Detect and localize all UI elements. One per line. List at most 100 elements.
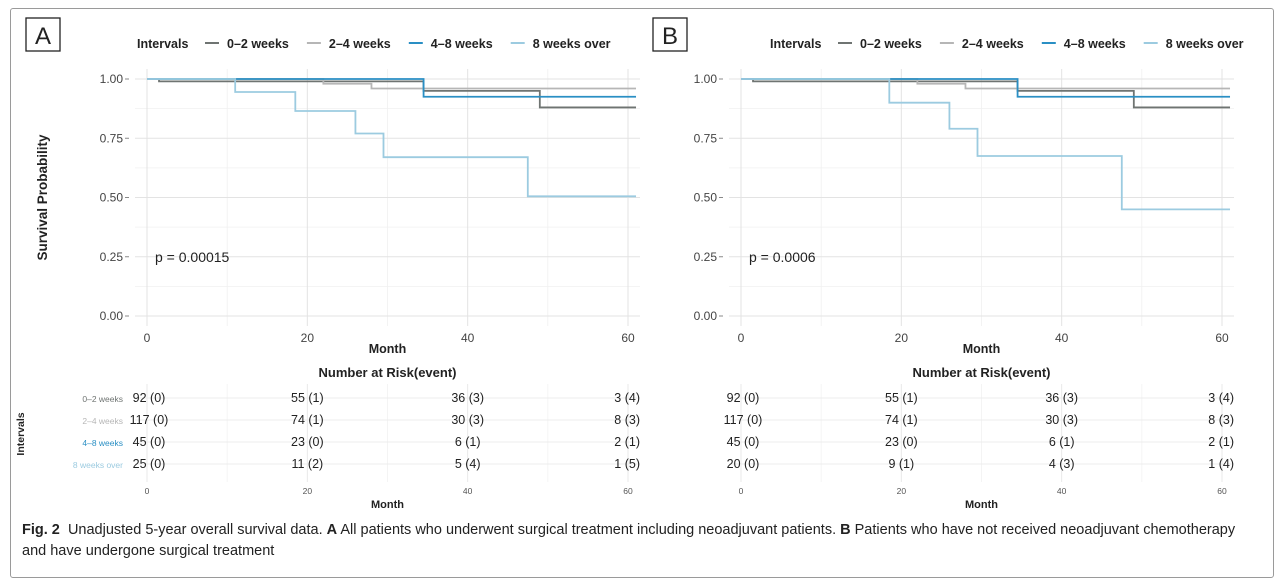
panel-b-risk-xtick-3: 60 bbox=[1217, 486, 1227, 496]
panel-b-risk-cell-3-1: 9 (1) bbox=[888, 457, 914, 471]
panel-b-risk-cell-1-3: 8 (3) bbox=[1208, 413, 1234, 427]
panel-b-ytick-2: 0.50 bbox=[694, 191, 718, 205]
panel-b-pvalue: p = 0.0006 bbox=[749, 249, 816, 265]
panel-b-risk-cell-3-3: 1 (4) bbox=[1208, 457, 1234, 471]
caption-a-text: All patients who underwent surgical trea… bbox=[340, 522, 837, 538]
figure-caption: Fig. 2 Unadjusted 5-year overall surviva… bbox=[22, 520, 1262, 562]
panel-b-risk-cell-0-1: 55 (1) bbox=[885, 391, 918, 405]
panel-a-risk-cell-3-0: 25 (0) bbox=[133, 457, 166, 471]
caption-intro: Unadjusted 5-year overall survival data. bbox=[67, 522, 323, 538]
panel-b-curve-3 bbox=[741, 78, 1231, 211]
panel-b-ytick-4: 1.00 bbox=[694, 72, 718, 86]
panel-b-risk-cell-3-0: 20 (0) bbox=[727, 457, 760, 471]
panel-b-ytick-0: 0.00 bbox=[694, 309, 718, 323]
panel-a-risk-cell-2-3: 2 (1) bbox=[614, 435, 640, 449]
caption-b-text: Patients who have not received neoadjuva… bbox=[22, 522, 1236, 559]
panel-a-risk-row-label-2: 4–8 weeks bbox=[82, 438, 123, 448]
panel-b-risk-cell-2-3: 2 (1) bbox=[1208, 435, 1234, 449]
caption-a-label: A bbox=[326, 522, 338, 538]
panel-a-risk-cell-1-2: 30 (3) bbox=[451, 413, 484, 427]
panel-b-curve-0 bbox=[741, 78, 1231, 109]
panel-a-legend-label-2: 4–8 weeks bbox=[431, 37, 493, 51]
panel-a-curve-2 bbox=[147, 78, 637, 98]
panel-a-ytick-4: 1.00 bbox=[100, 72, 124, 86]
panel-a-risk-xlabel: Month bbox=[371, 499, 404, 511]
panel-a-ytick-1: 0.25 bbox=[100, 250, 124, 264]
panel-a-legend-label-3: 8 weeks over bbox=[533, 37, 611, 51]
panel-a-xtick-3: 60 bbox=[621, 331, 635, 345]
panel-b-label: B bbox=[662, 23, 678, 50]
panel-b-label-box bbox=[652, 17, 688, 52]
panel-b-risk-cell-2-1: 23 (0) bbox=[885, 435, 918, 449]
panel-a-legend-label-0: 0–2 weeks bbox=[227, 37, 289, 51]
panel-b-risk-cell-1-2: 30 (3) bbox=[1045, 413, 1078, 427]
panel-a-risk-title: Number at Risk(event) bbox=[319, 365, 457, 380]
panel-a-risk-cell-1-0: 117 (0) bbox=[130, 413, 169, 427]
panel-b-risk-cell-0-3: 3 (4) bbox=[1208, 391, 1234, 405]
panel-b-risk-xtick-0: 0 bbox=[739, 486, 744, 496]
panel-b-risk-cell-0-2: 36 (3) bbox=[1045, 391, 1078, 405]
panel-a-risk-xtick-3: 60 bbox=[623, 486, 633, 496]
panel-b-risk-title: Number at Risk(event) bbox=[913, 365, 1051, 380]
panel-a-risk-cell-2-2: 6 (1) bbox=[455, 435, 481, 449]
panel-a-legend-label-1: 2–4 weeks bbox=[329, 37, 391, 51]
caption-fig-label: Fig. 2 bbox=[22, 522, 60, 538]
panel-a-ytick-2: 0.50 bbox=[100, 191, 124, 205]
panel-a-risk-cell-1-1: 74 (1) bbox=[291, 413, 324, 427]
panel-a-risk-ylabel: Intervals bbox=[15, 412, 27, 455]
panel-b-risk-cell-1-0: 117 (0) bbox=[724, 413, 763, 427]
panel-b-xtick-2: 40 bbox=[1055, 331, 1069, 345]
panel-a-ytick-3: 0.75 bbox=[100, 131, 124, 145]
panel-b-xtick-0: 0 bbox=[738, 331, 745, 345]
panel-a-risk-row-label-3: 8 weeks over bbox=[73, 460, 123, 470]
figure-frame bbox=[10, 8, 1274, 578]
panel-b-ytick-1: 0.25 bbox=[694, 250, 718, 264]
panel-a-risk-cell-1-3: 8 (3) bbox=[614, 413, 640, 427]
panel-b-xtick-3: 60 bbox=[1215, 331, 1229, 345]
panel-b-risk-cell-3-2: 4 (3) bbox=[1049, 457, 1075, 471]
panel-b-curve-1 bbox=[741, 78, 1231, 90]
panel-b-xtick-1: 20 bbox=[895, 331, 909, 345]
panel-a-risk-cell-3-1: 11 (2) bbox=[291, 457, 323, 471]
panel-b-legend-label-1: 2–4 weeks bbox=[962, 37, 1024, 51]
panel-a-risk-row-label-0: 0–2 weeks bbox=[82, 394, 123, 404]
panel-a-risk-cell-2-1: 23 (0) bbox=[291, 435, 324, 449]
panel-a-risk-cell-0-1: 55 (1) bbox=[291, 391, 324, 405]
panel-a-risk-row-label-1: 2–4 weeks bbox=[82, 416, 123, 426]
panel-b-risk-xtick-1: 20 bbox=[897, 486, 907, 496]
panel-a-curve-0 bbox=[147, 78, 637, 109]
panel-b-risk-cell-1-1: 74 (1) bbox=[885, 413, 918, 427]
panel-a-label: A bbox=[35, 23, 51, 50]
panel-b-risk-xlabel: Month bbox=[965, 499, 998, 511]
panel-a-curve-3 bbox=[147, 78, 637, 198]
caption-b-label: B bbox=[840, 522, 851, 538]
panel-b-risk-cell-2-2: 6 (1) bbox=[1049, 435, 1075, 449]
panel-a-risk-xtick-0: 0 bbox=[145, 486, 150, 496]
panel-b-legend-label-0: 0–2 weeks bbox=[860, 37, 922, 51]
panel-a-risk-cell-2-0: 45 (0) bbox=[133, 435, 166, 449]
panel-a-xtick-2: 40 bbox=[461, 331, 475, 345]
panel-a-xtick-1: 20 bbox=[301, 331, 315, 345]
panel-b-legend-label-2: 4–8 weeks bbox=[1064, 37, 1126, 51]
panel-a-xlabel: Month bbox=[369, 342, 406, 356]
panel-a-risk-cell-3-2: 5 (4) bbox=[455, 457, 481, 471]
panel-a-risk-xtick-2: 40 bbox=[463, 486, 473, 496]
panel-a-legend-title: Intervals bbox=[137, 37, 188, 51]
panel-a-xtick-0: 0 bbox=[144, 331, 151, 345]
panel-a-curve-1 bbox=[147, 78, 637, 90]
panel-b-risk-cell-2-0: 45 (0) bbox=[727, 435, 760, 449]
panel-b-ytick-3: 0.75 bbox=[694, 131, 718, 145]
panel-a-ylabel: Survival Probability bbox=[35, 134, 50, 261]
panel-a-risk-cell-0-0: 92 (0) bbox=[133, 391, 166, 405]
panel-a-risk-cell-0-3: 3 (4) bbox=[614, 391, 640, 405]
panel-b-risk-cell-0-0: 92 (0) bbox=[727, 391, 760, 405]
panel-a-risk-cell-3-3: 1 (5) bbox=[614, 457, 640, 471]
panel-a-pvalue: p = 0.00015 bbox=[155, 249, 230, 265]
panel-b-risk-xtick-2: 40 bbox=[1057, 486, 1067, 496]
panel-b-xlabel: Month bbox=[963, 342, 1000, 356]
panel-b-legend-title: Intervals bbox=[770, 37, 821, 51]
panel-a-risk-xtick-1: 20 bbox=[303, 486, 313, 496]
panel-a-risk-cell-0-2: 36 (3) bbox=[451, 391, 484, 405]
panel-a-ytick-0: 0.00 bbox=[100, 309, 124, 323]
